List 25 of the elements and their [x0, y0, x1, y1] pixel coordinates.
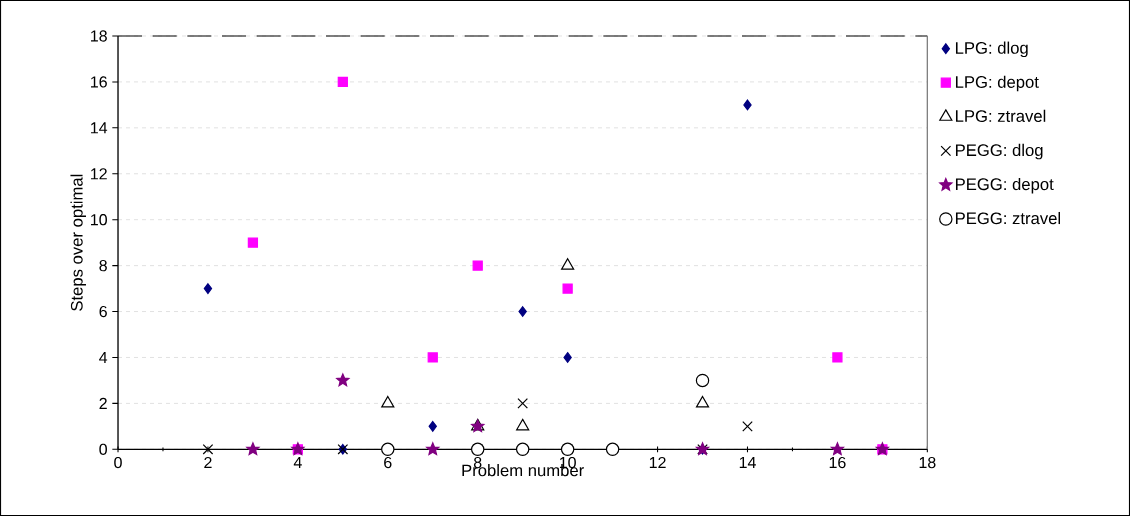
y-tick-label: 6 [99, 305, 107, 318]
y-tick-label: 8 [99, 259, 107, 272]
y-tick-label: 12 [91, 168, 107, 180]
x-tick-label: 0 [114, 456, 122, 469]
x-tick-label: 12 [649, 456, 666, 469]
legend-label: PEGG: ztravel [955, 211, 1061, 225]
y-tick-label: 18 [91, 30, 107, 42]
legend-label: PEGG: depot [955, 177, 1054, 194]
y-tick-label: 2 [99, 397, 107, 409]
x-tick-label: 14 [739, 456, 756, 468]
x-tick-label: 18 [919, 456, 936, 469]
x-tick-label: 6 [384, 456, 392, 469]
legend-label: LPG: depot [955, 75, 1039, 92]
y-tick-label: 14 [91, 122, 108, 134]
y-tick-label: 10 [91, 214, 107, 226]
y-tick-label: 4 [99, 351, 108, 363]
legend-label: PEGG: dlog [955, 143, 1043, 160]
x-tick-label: 16 [829, 456, 846, 469]
y-tick-label: 0 [99, 443, 107, 455]
x-tick-label: 2 [204, 456, 212, 469]
x-tick-label: 4 [293, 456, 302, 468]
legend-label: LPG: ztravel [955, 109, 1046, 122]
y-axis-title: Steps over optimal [70, 174, 86, 311]
legend-label: LPG: dlog [955, 41, 1028, 58]
y-tick-label: 16 [91, 76, 107, 88]
